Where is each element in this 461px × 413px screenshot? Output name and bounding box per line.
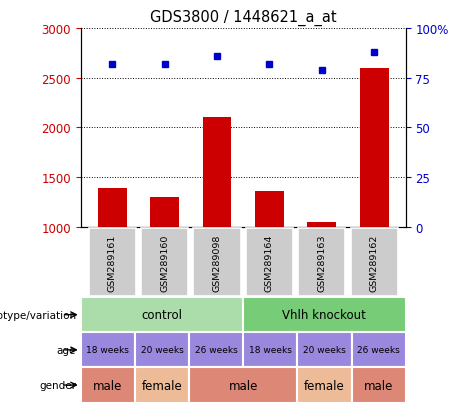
Text: Vhlh knockout: Vhlh knockout [283, 309, 366, 321]
Text: 18 weeks: 18 weeks [86, 346, 129, 354]
Bar [81, 368, 135, 403]
Bar [135, 368, 189, 403]
Bar [352, 368, 406, 403]
Bar [352, 332, 406, 368]
Text: male: male [229, 379, 258, 392]
Text: 18 weeks: 18 weeks [249, 346, 292, 354]
FancyBboxPatch shape [351, 228, 398, 296]
Text: female: female [142, 379, 182, 392]
FancyBboxPatch shape [246, 228, 293, 296]
Text: gender: gender [39, 380, 76, 390]
Bar [98, 188, 126, 227]
Bar [297, 332, 352, 368]
Bar [189, 332, 243, 368]
Text: GSM289098: GSM289098 [213, 234, 221, 291]
Text: 26 weeks: 26 weeks [357, 346, 400, 354]
Text: GSM289161: GSM289161 [107, 234, 117, 291]
Text: GSM289163: GSM289163 [317, 234, 326, 291]
Text: control: control [142, 309, 183, 321]
Bar [360, 69, 389, 227]
Bar [81, 332, 135, 368]
Bar [135, 332, 189, 368]
Text: female: female [304, 379, 345, 392]
FancyBboxPatch shape [89, 228, 136, 296]
Bar [189, 368, 297, 403]
Text: male: male [93, 379, 123, 392]
Text: GSM289162: GSM289162 [370, 234, 379, 291]
Text: GSM289164: GSM289164 [265, 234, 274, 291]
FancyBboxPatch shape [141, 228, 188, 296]
Text: male: male [364, 379, 393, 392]
Title: GDS3800 / 1448621_a_at: GDS3800 / 1448621_a_at [150, 10, 337, 26]
Text: genotype/variation: genotype/variation [0, 310, 76, 320]
FancyBboxPatch shape [193, 228, 241, 296]
Text: 20 weeks: 20 weeks [303, 346, 346, 354]
Bar [255, 192, 284, 227]
Bar [81, 297, 243, 332]
Text: 20 weeks: 20 weeks [141, 346, 183, 354]
Text: 26 weeks: 26 weeks [195, 346, 237, 354]
Bar [243, 297, 406, 332]
FancyBboxPatch shape [298, 228, 345, 296]
Bar [297, 368, 352, 403]
Bar [307, 222, 336, 227]
Text: GSM289160: GSM289160 [160, 234, 169, 291]
Bar [243, 332, 297, 368]
Text: age: age [57, 345, 76, 355]
Bar [202, 118, 231, 227]
Bar [150, 197, 179, 227]
